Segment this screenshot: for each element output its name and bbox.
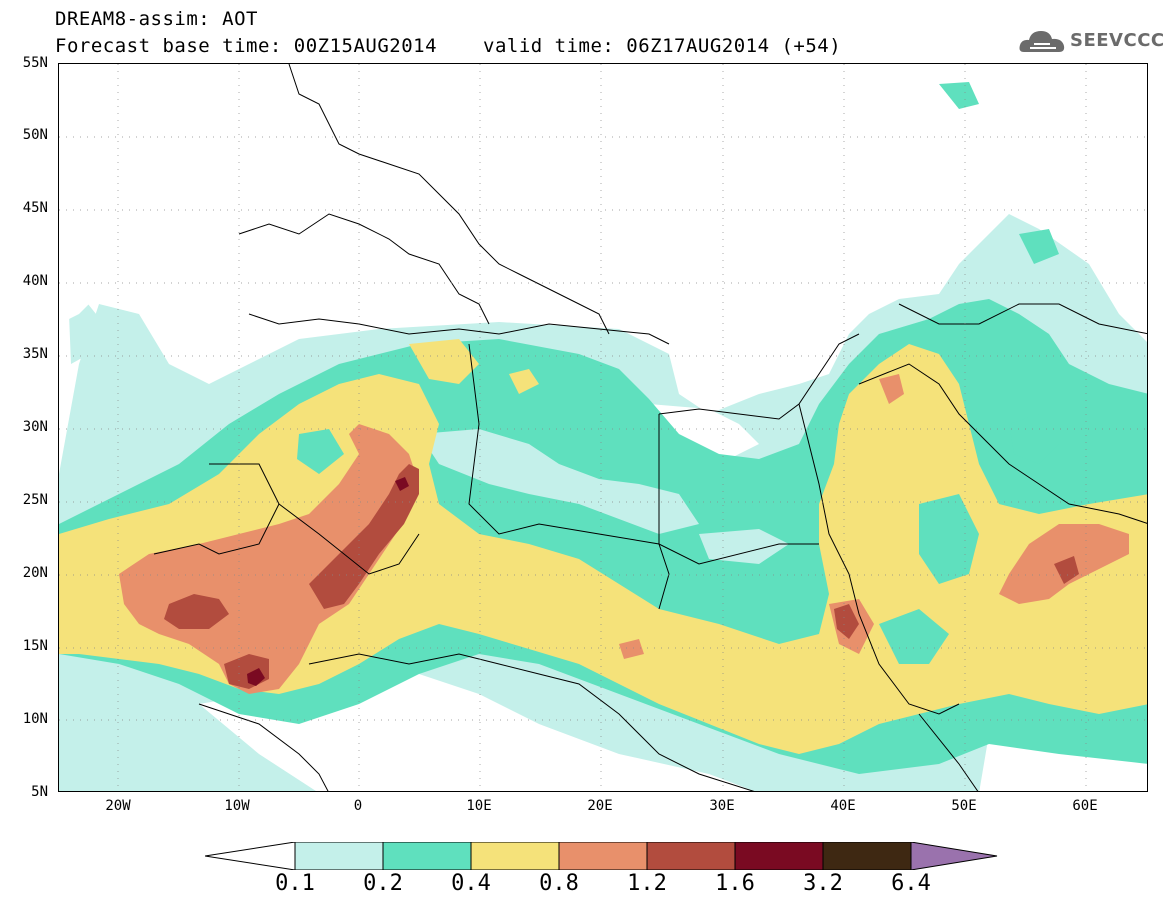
map-area [58,63,1148,792]
lat-label: 35N [22,346,48,362]
valid-time: valid time: 06Z17AUG2014 (+54) [483,35,842,57]
colorbar-bin [646,842,736,870]
colorbar-label: 0.1 [275,871,315,896]
lon-label: 50E [951,798,977,814]
forecast-base-time: Forecast base time: 00Z15AUG2014 [55,35,438,57]
colorbar-high-arrow [910,842,998,870]
lat-label: 5N [31,784,48,800]
colorbar-bin [470,842,560,870]
map-title: DREAM8-assim: AOT [55,8,258,30]
lat-label: 30N [22,419,48,435]
cloud-icon [1019,31,1065,52]
colorbar-label: 0.4 [451,871,491,896]
graticule [59,64,1147,791]
colorbar-label: 0.8 [539,871,579,896]
colorbar-label: 6.4 [891,871,931,896]
borders [153,64,1147,791]
seevccc-logo: SEEVCCC [1018,24,1164,58]
colorbar-bin [558,842,648,870]
lat-label: 55N [22,55,48,71]
lat-label: 25N [22,492,48,508]
lat-label: 40N [22,273,48,289]
colorbar-label: 1.2 [627,871,667,896]
lon-label: 0 [353,798,363,814]
colorbar-low-arrow [205,842,296,870]
lon-label: 10W [224,798,250,814]
lon-label: 60E [1072,798,1098,814]
colorbar-label: 3.2 [803,871,843,896]
lon-label: 10E [466,798,492,814]
logo-text: SEEVCCC [1070,30,1165,51]
aot-islands [297,414,1059,664]
colorbar-label: 1.6 [715,871,755,896]
lat-label: 45N [22,200,48,216]
lat-label: 10N [22,711,48,727]
aot-field [59,64,1147,791]
lat-label: 50N [22,127,48,143]
lat-label: 15N [22,638,48,654]
lon-label: 30E [709,798,735,814]
colorbar-bin [294,842,384,870]
lon-label: 20E [587,798,613,814]
colorbar-label: 0.2 [363,871,403,896]
colorbar-bin [382,842,472,870]
lat-label: 20N [22,565,48,581]
aot-level-16 [247,477,409,686]
lon-label: 20W [105,798,131,814]
colorbar-bin [734,842,824,870]
lon-label: 40E [830,798,856,814]
colorbar [205,842,998,870]
colorbar-bin [822,842,912,870]
